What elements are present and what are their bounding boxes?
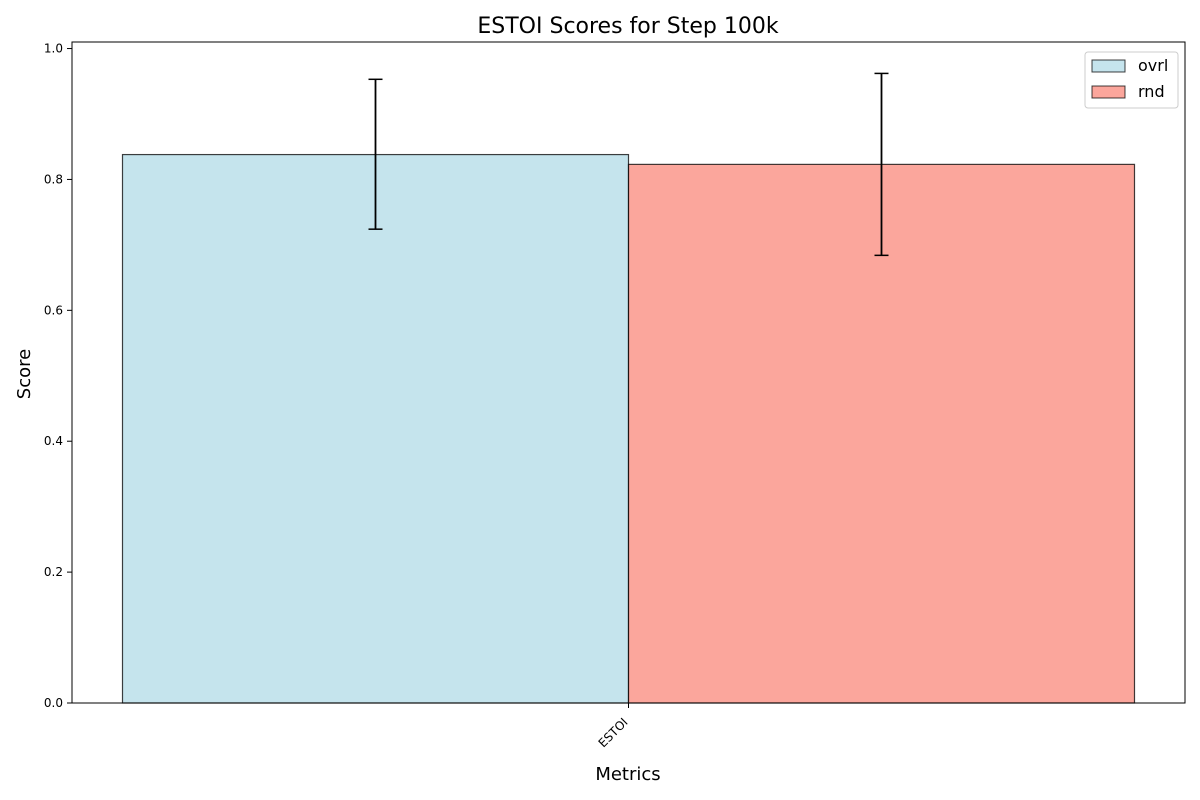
y-axis: 0.0 0.2 0.4 0.6 0.8 1.0: [44, 42, 72, 710]
x-axis-label: Metrics: [595, 764, 660, 785]
y-tick-label: 0.0: [44, 696, 63, 710]
errorbars-layer: [368, 72, 889, 257]
legend-label-rnd: rnd: [1138, 82, 1165, 101]
bars-layer: [121, 153, 1136, 704]
y-axis-label: Score: [14, 349, 35, 399]
legend-label-ovrl: ovrl: [1138, 56, 1168, 75]
y-tick-label: 0.6: [44, 303, 63, 317]
chart-title: ESTOI Scores for Step 100k: [477, 14, 778, 39]
bar-ovrl-ESTOI: [121, 153, 630, 704]
legend: ovrl rnd: [1084, 51, 1179, 109]
legend-swatch-rnd: [1091, 85, 1126, 99]
y-tick-label: 0.4: [44, 434, 63, 448]
y-tick-label: 0.8: [44, 172, 63, 186]
plot-frame: [71, 41, 1186, 704]
legend-swatch-ovrl: [1091, 59, 1126, 73]
y-tick-label: 0.2: [44, 565, 63, 579]
y-tick-label: 1.0: [44, 42, 63, 56]
